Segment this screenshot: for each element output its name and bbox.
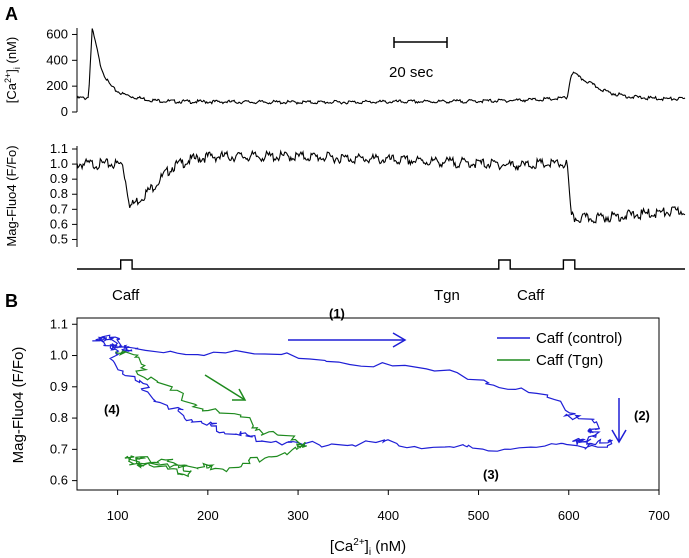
- event-trace: Caff Tgn Caff: [77, 259, 685, 304]
- phase-y-tick-label: 0.6: [50, 473, 68, 488]
- legend-label-tgn: Caff (Tgn): [536, 352, 603, 369]
- phase-x-tick-label: 400: [377, 508, 399, 523]
- event-step-line: [77, 259, 685, 270]
- annotation-4: (4): [104, 402, 120, 417]
- event-label-tgn: Tgn: [434, 287, 460, 304]
- phase-y-axis-label: Mag-Fluo4 (F/Fo): [10, 347, 27, 464]
- phase-x-tick-label: 300: [287, 508, 309, 523]
- magfluo-trace-panel: 0.50.60.70.80.91.01.1 Mag-Fluo4 (F/Fo): [4, 141, 686, 247]
- event-label-caff-1: Caff: [112, 287, 140, 304]
- ca-y-tick-label: 600: [46, 26, 68, 41]
- arrow-2-icon: [611, 398, 627, 444]
- magfluo-y-tick-label: 0.7: [50, 201, 68, 216]
- arrow-1-icon: [288, 332, 407, 348]
- phase-x-tick-label: 600: [558, 508, 580, 523]
- annotation-1: (1): [329, 306, 345, 321]
- phase-x-tick-label: 500: [468, 508, 490, 523]
- phase-y-tick-label: 1.1: [50, 316, 68, 331]
- phase-plot-frame: [76, 317, 660, 491]
- ca-y-tick-label: 200: [46, 78, 68, 93]
- phase-x-tick-label: 700: [648, 508, 670, 523]
- magfluo-y-tick-label: 0.5: [50, 231, 68, 246]
- phase-y-tick-label: 0.7: [50, 441, 68, 456]
- phase-x-axis-label: [Ca2+]i (nM): [330, 537, 406, 558]
- ca-y-tick-label: 400: [46, 52, 68, 67]
- magfluo-y-tick-label: 1.0: [50, 156, 68, 171]
- series-line-caff-tgn: [115, 350, 307, 478]
- phase-x-tick-label: 100: [107, 508, 129, 523]
- phase-y-tick-label: 0.8: [50, 410, 68, 425]
- phase-y-tick-label: 0.9: [50, 379, 68, 394]
- phase-plot-panel: 100 200 300 400 500 600 700 0.6 0.7 0.8 0.9 1.0 1.1…: [10, 306, 670, 558]
- magfluo-y-tick-label: 0.8: [50, 186, 68, 201]
- legend: Caff (control) Caff (Tgn): [497, 330, 622, 369]
- annotation-3: (3): [483, 467, 499, 482]
- magfluo-y-tick-label: 1.1: [50, 141, 68, 156]
- ca-y-axis-label: [Ca2+]i (nM): [3, 37, 22, 103]
- arrow-tgn-icon: [204, 374, 247, 401]
- ca-y-tick-label: 0: [61, 104, 68, 119]
- phase-x-tick-label: 200: [197, 508, 219, 523]
- legend-label-control: Caff (control): [536, 330, 622, 347]
- calcium-trace-panel: 0 200 400 600 [Ca2+]i (nM) 20 sec: [3, 26, 686, 119]
- panel-label-a: A: [5, 4, 18, 24]
- calcium-trace-line: [76, 28, 686, 105]
- phase-y-tick-label: 1.0: [50, 348, 68, 363]
- time-scale-bar-label: 20 sec: [389, 64, 434, 81]
- panel-label-b: B: [5, 291, 18, 311]
- magfluo-y-tick-label: 0.6: [50, 216, 68, 231]
- event-label-caff-2: Caff: [517, 287, 545, 304]
- series-line-caff-control: [92, 334, 613, 452]
- annotation-2: (2): [634, 408, 650, 423]
- magfluo-y-tick-label: 0.9: [50, 171, 68, 186]
- magfluo-y-axis-label: Mag-Fluo4 (F/Fo): [4, 145, 19, 246]
- magfluo-trace-line: [76, 149, 686, 224]
